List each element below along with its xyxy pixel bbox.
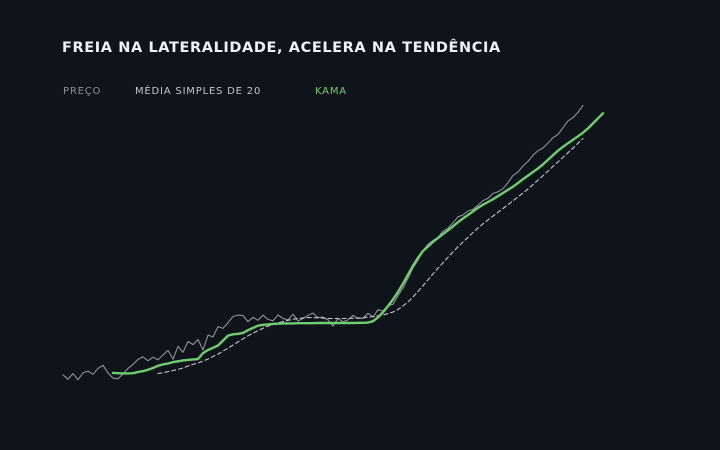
chart-legend: PREÇO MÉDIA SIMPLES DE 20 KAMA [0,86,720,100]
legend-item-kama: KAMA [315,86,347,97]
series-line-kama [111,112,605,375]
series-line-price [62,104,584,381]
chart-title: FREIA NA LATERALIDADE, ACELERA NA TENDÊN… [62,40,501,56]
legend-item-price: PREÇO [63,86,102,97]
legend-item-sma: MÉDIA SIMPLES DE 20 [135,86,262,97]
series-line-sma [157,137,584,375]
